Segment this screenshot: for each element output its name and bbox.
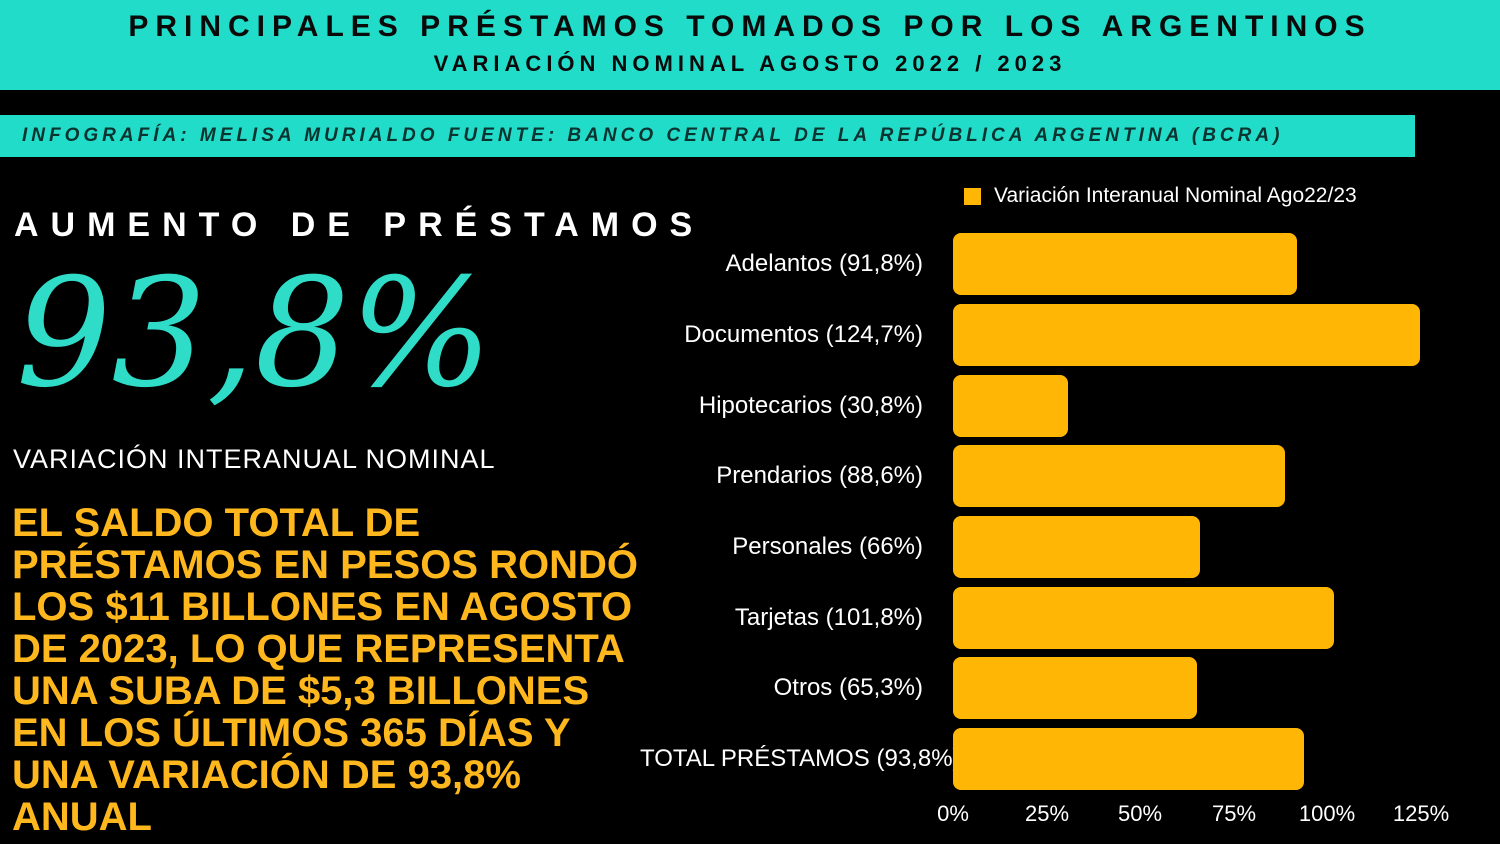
row-label: Adelantos (91,8%) (725, 250, 923, 278)
row-label: Tarjetas (101,8%) (734, 603, 923, 631)
x-axis: 0% 25% 50% 75% 100% 125% (937, 801, 1449, 831)
bar (953, 728, 1304, 791)
section-heading: AUMENTO DE PRÉSTAMOS (14, 206, 705, 244)
chart-row: Tarjetas (101,8%) (640, 582, 1500, 653)
infographic-title: PRINCIPALES PRÉSTAMOS TOMADOS POR LOS AR… (128, 10, 1372, 43)
bar (953, 445, 1285, 508)
big-number: 93,8% (16, 247, 493, 421)
chart-row: Documentos (124,7%) (640, 300, 1500, 371)
x-tick: 75% (1211, 801, 1257, 826)
row-label: Hipotecarios (30,8%) (698, 391, 923, 419)
row-label: Documentos (124,7%) (684, 321, 923, 349)
bar-track (953, 233, 1500, 296)
x-tick: 100% (1298, 801, 1356, 826)
bar-track (953, 516, 1500, 579)
chart-row: TOTAL PRÉSTAMOS (93,8%) (640, 724, 1500, 795)
highlight-paragraph: EL SALDO TOTAL DE PRÉSTAMOS EN PESOS RON… (12, 501, 639, 839)
chart-row: Adelantos (91,8%) (640, 229, 1500, 300)
bar-track (953, 374, 1500, 437)
bar-track (953, 586, 1500, 649)
bar (953, 516, 1200, 579)
infographic-subtitle: VARIACIÓN NOMINAL AGOSTO 2022 / 2023 (433, 51, 1067, 76)
bar (953, 586, 1334, 649)
row-label: TOTAL PRÉSTAMOS (93,8%) (640, 745, 961, 773)
chart-legend: Variación Interanual Nominal Ago22/23 (964, 184, 1357, 208)
bar-track (953, 657, 1500, 720)
x-tick: 50% (1117, 801, 1163, 826)
row-label: Otros (65,3%) (773, 674, 923, 702)
chart-rows: Adelantos (91,8%) Documentos (124,7%) Hi… (640, 229, 1500, 795)
chart-row: Prendarios (88,6%) (640, 441, 1500, 512)
credit-text: INFOGRAFÍA: MELISA MURIALDO FUENTE: BANC… (22, 125, 1284, 146)
credit-strip: INFOGRAFÍA: MELISA MURIALDO FUENTE: BANC… (0, 115, 1415, 157)
chart-row: Otros (65,3%) (640, 653, 1500, 724)
bar (953, 374, 1068, 437)
chart-row: Hipotecarios (30,8%) (640, 370, 1500, 441)
x-tick: 125% (1392, 801, 1450, 826)
x-tick: 0% (937, 801, 969, 826)
legend-label: Variación Interanual Nominal Ago22/23 (994, 184, 1357, 207)
bar (953, 657, 1197, 720)
row-label: Personales (66%) (732, 533, 923, 561)
bar-track (953, 728, 1500, 791)
bar (953, 304, 1420, 367)
chart-row: Personales (66%) (640, 512, 1500, 583)
bar (953, 233, 1297, 296)
row-label: Prendarios (88,6%) (716, 462, 923, 490)
bar-track (953, 304, 1500, 367)
top-banner: PRINCIPALES PRÉSTAMOS TOMADOS POR LOS AR… (0, 0, 1500, 90)
bar-track (953, 445, 1500, 508)
legend-swatch-icon (964, 187, 981, 205)
big-number-caption: VARIACIÓN INTERANUAL NOMINAL (13, 444, 496, 474)
x-tick: 25% (1024, 801, 1070, 826)
